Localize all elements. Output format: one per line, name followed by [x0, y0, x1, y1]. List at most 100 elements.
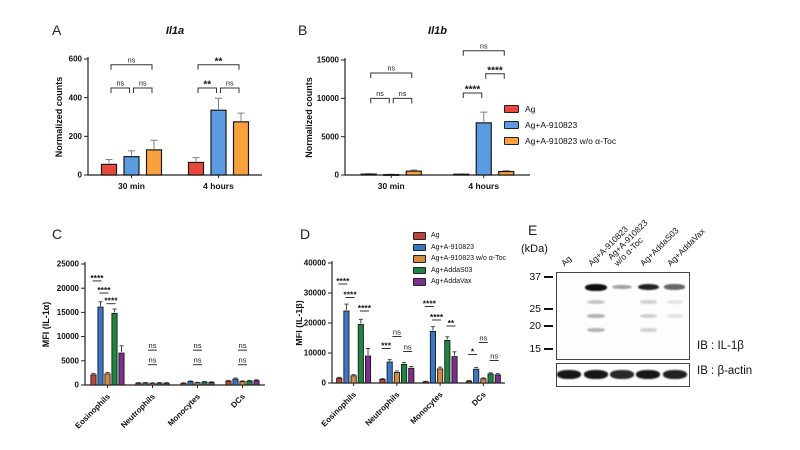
il1b-band [639, 328, 657, 332]
legend-label: Ag+AddaVax [431, 278, 472, 286]
il1b-band [666, 314, 683, 318]
il1b-band [666, 300, 683, 304]
chart-title: Il1a [166, 25, 184, 37]
bar-Ag+AddaVax [163, 382, 170, 386]
legend-label: Ag+A-910823 [525, 120, 578, 130]
significance-label: **** [465, 84, 481, 95]
x-category-label: Neutrophils [119, 392, 157, 430]
significance-label: **** [343, 290, 357, 300]
kda-marker-37: 37 [521, 271, 553, 283]
significance-label: ns [239, 341, 247, 350]
significance-label: ns [139, 81, 147, 88]
y-tick-label: 15000 [57, 308, 80, 317]
significance-label: *** [381, 341, 392, 351]
bar-Ag+A-910823 [232, 378, 239, 386]
x-category-label: 30 min [118, 181, 145, 191]
x-category-label: DCs [229, 392, 247, 410]
bar-Ag [135, 382, 142, 386]
y-tick-label: 20000 [304, 319, 327, 328]
y-tick-label: 0 [75, 381, 80, 390]
x-category-label: DCs [470, 390, 488, 408]
significance-label: **** [336, 276, 350, 286]
legend-label: Ag+A-910823 w/o α-Toc [525, 136, 617, 146]
y-axis-label: Normalized counts [304, 77, 314, 158]
panel-a-label: A [52, 22, 62, 38]
bar-Ag+A-910823 w/o α-Toc [149, 382, 156, 386]
bar-Ag+A-910823 [386, 361, 393, 384]
significance-label: ns [194, 356, 202, 365]
legend-label: Ag [525, 104, 536, 114]
il1b-band [586, 328, 605, 332]
significance-label: ** [448, 318, 455, 328]
y-tick-label: 200 [69, 132, 83, 141]
bar-Ag+A-910823 w/o α-Toc [145, 149, 163, 176]
kda-unit-label: (kDa) [521, 243, 548, 255]
bar-Ag [360, 173, 377, 176]
bar-Ag+AddaVax [408, 367, 415, 384]
y-axis-label: Normalized counts [54, 77, 64, 158]
chart-title: Il1b [428, 25, 447, 37]
significance-label: ns [399, 91, 407, 98]
x-category-label: Monocytes [409, 390, 445, 426]
y-tick-label: 30000 [304, 289, 327, 298]
panel-e-label: E [528, 222, 538, 238]
chart-mfi-il1a: 0 5000 10000 15000 20000 25000 MFI (IL-1α) Eosi… [28, 218, 296, 450]
kda-marker-15: 15 [521, 343, 553, 355]
il1b-band [637, 283, 659, 291]
significance-label: **** [97, 285, 111, 295]
x-category-label: Monocytes [166, 392, 202, 428]
y-tick-label: 10000 [304, 349, 327, 358]
kda-marker-value: 37 [529, 271, 541, 283]
bar-Ag+AddaS03 [487, 373, 494, 384]
bar-Ag [180, 382, 187, 386]
significance-label: * [471, 347, 475, 357]
legend-swatch [413, 266, 426, 274]
chart-B-svg: 0 5000 10000 15000 Normalized counts Il1b 30 m… [304, 25, 530, 191]
bar-Ag+A-910823 [473, 368, 480, 384]
significance-label: ns [479, 334, 487, 343]
il1b-band [586, 300, 605, 304]
bar-Ag+A-910823 w/o α-Toc [194, 382, 201, 386]
legend-d-item: Ag+AddaVax [413, 276, 506, 288]
il1b-band [586, 314, 605, 318]
significance-label: **** [90, 273, 104, 283]
actin-band [583, 369, 608, 379]
il1b-band [639, 314, 657, 318]
bar-Ag+A-910823 [475, 122, 492, 176]
bar-Ag+AddaS03 [401, 363, 408, 384]
il1b-band [612, 284, 632, 290]
bar-Ag [465, 380, 473, 384]
legend-swatch [504, 120, 519, 130]
y-tick-label: 0 [322, 379, 327, 388]
bar-Ag+A-910823 w/o α-Toc [393, 372, 400, 384]
chart-mfi-il1b: 0 10000 20000 30000 40000 MFI (IL-1β) Eosinoph… [294, 218, 580, 450]
y-tick-label: 0 [335, 171, 340, 180]
bar-Ag+A-910823 [97, 306, 104, 386]
significance-label: ns [490, 352, 498, 361]
bar-Ag+AddaS03 [156, 382, 163, 386]
significance-label: ** [215, 56, 223, 67]
bar-Ag [422, 381, 429, 384]
panel-c-label: C [52, 226, 63, 242]
bar-Ag+A-910823 w/o α-Toc [498, 170, 515, 176]
significance-label: **** [104, 296, 118, 306]
bar-Ag+AddaVax [118, 352, 125, 386]
legend-swatch [413, 255, 426, 263]
actin-band [557, 369, 582, 379]
bar-Ag+A-910823 w/o α-Toc [437, 368, 444, 384]
x-category-label: Neutrophils [363, 390, 401, 428]
legend-swatch [504, 104, 519, 114]
panel-d-label: D [300, 226, 311, 242]
legend-label: Ag+A-910823 w/o α-Toc [431, 255, 507, 263]
bar-Ag [90, 374, 97, 386]
x-category-label: Eosinophils [73, 392, 112, 431]
significance-label: ns [226, 81, 234, 88]
panel-b-label: B [298, 22, 308, 38]
bar-Ag+AddaVax [451, 356, 458, 384]
il1b-band [639, 300, 657, 304]
legend-d-item: Ag+AddaS03 [413, 265, 506, 277]
il1b-band [664, 284, 686, 290]
bar-Ag+A-910823 w/o α-Toc [239, 381, 246, 386]
kda-marker-dash-icon [544, 324, 553, 328]
